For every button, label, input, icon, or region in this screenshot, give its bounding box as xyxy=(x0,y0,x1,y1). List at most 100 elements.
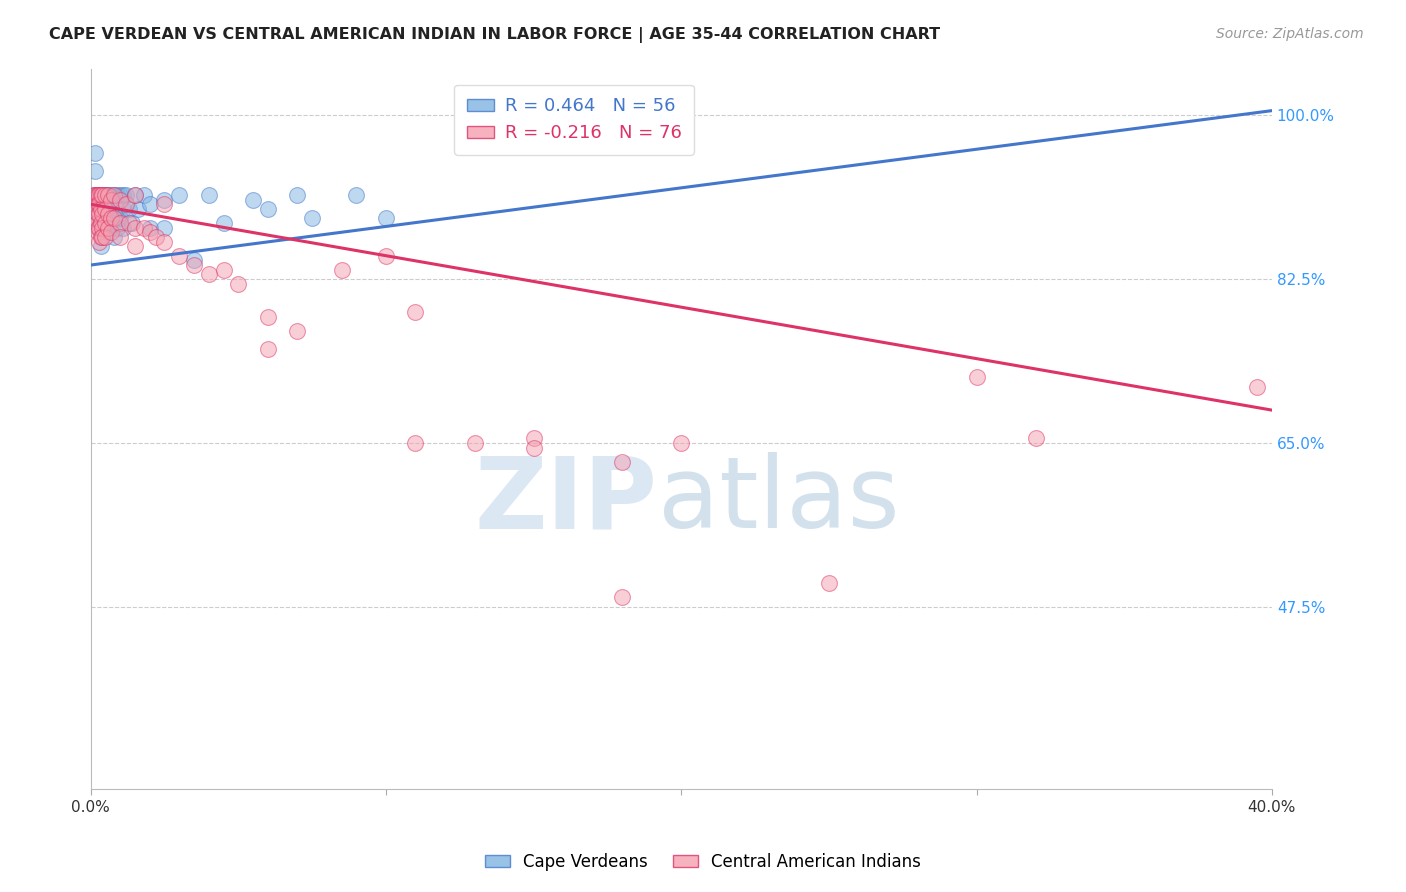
Point xyxy=(100,202,122,216)
Point xyxy=(124,187,146,202)
Point xyxy=(100,225,122,239)
Point xyxy=(84,164,107,178)
Text: Source: ZipAtlas.com: Source: ZipAtlas.com xyxy=(1216,27,1364,41)
Point xyxy=(97,225,120,239)
Point xyxy=(100,187,122,202)
Point xyxy=(83,187,105,202)
Point xyxy=(112,220,135,235)
Point xyxy=(87,206,110,220)
Point xyxy=(91,230,114,244)
Point xyxy=(374,249,396,263)
Point xyxy=(91,187,114,202)
Point xyxy=(464,435,486,450)
Point xyxy=(344,187,367,202)
Point xyxy=(83,187,105,202)
Legend: R = 0.464   N = 56, R = -0.216   N = 76: R = 0.464 N = 56, R = -0.216 N = 76 xyxy=(454,85,695,155)
Point xyxy=(90,202,112,216)
Point xyxy=(97,187,120,202)
Point xyxy=(94,216,117,230)
Point xyxy=(89,187,111,202)
Point xyxy=(404,435,426,450)
Point xyxy=(112,187,135,202)
Point xyxy=(97,187,120,202)
Point xyxy=(285,187,308,202)
Point xyxy=(84,187,107,202)
Point xyxy=(118,216,141,230)
Point xyxy=(145,230,167,244)
Point xyxy=(91,220,114,235)
Point xyxy=(91,206,114,220)
Point xyxy=(87,187,110,202)
Point xyxy=(138,197,160,211)
Point xyxy=(138,220,160,235)
Point xyxy=(115,197,138,211)
Point xyxy=(374,211,396,226)
Point xyxy=(86,193,108,207)
Point xyxy=(87,220,110,235)
Point xyxy=(103,211,125,226)
Point xyxy=(197,268,219,282)
Point xyxy=(100,216,122,230)
Legend: Cape Verdeans, Central American Indians: Cape Verdeans, Central American Indians xyxy=(477,845,929,880)
Point xyxy=(301,211,323,226)
Point xyxy=(86,202,108,216)
Point xyxy=(523,431,546,445)
Point xyxy=(83,206,105,220)
Point xyxy=(124,187,146,202)
Point xyxy=(1246,380,1268,394)
Point xyxy=(115,187,138,202)
Point xyxy=(167,187,190,202)
Point xyxy=(124,239,146,253)
Point xyxy=(132,220,155,235)
Point xyxy=(112,202,135,216)
Point xyxy=(89,220,111,235)
Point xyxy=(105,202,128,216)
Point xyxy=(256,310,278,324)
Text: atlas: atlas xyxy=(658,452,900,549)
Point xyxy=(124,220,146,235)
Point xyxy=(84,211,107,226)
Point xyxy=(103,206,125,220)
Point xyxy=(86,187,108,202)
Point xyxy=(93,187,115,202)
Point xyxy=(87,197,110,211)
Point xyxy=(153,193,176,207)
Point xyxy=(108,230,131,244)
Point xyxy=(242,193,264,207)
Point xyxy=(108,193,131,207)
Point xyxy=(90,239,112,253)
Point xyxy=(612,591,634,605)
Point xyxy=(127,202,149,216)
Point xyxy=(256,202,278,216)
Point xyxy=(966,370,988,384)
Point xyxy=(83,193,105,207)
Point xyxy=(94,230,117,244)
Point xyxy=(103,187,125,202)
Point xyxy=(153,197,176,211)
Point xyxy=(138,225,160,239)
Point xyxy=(89,206,111,220)
Point xyxy=(86,216,108,230)
Point xyxy=(285,324,308,338)
Point xyxy=(90,230,112,244)
Point xyxy=(94,202,117,216)
Point xyxy=(108,216,131,230)
Point xyxy=(97,220,120,235)
Point xyxy=(94,187,117,202)
Point xyxy=(90,187,112,202)
Point xyxy=(94,187,117,202)
Point xyxy=(87,225,110,239)
Point xyxy=(89,235,111,249)
Point xyxy=(103,230,125,244)
Point xyxy=(94,202,117,216)
Point xyxy=(256,343,278,357)
Point xyxy=(108,211,131,226)
Point xyxy=(183,253,205,268)
Text: CAPE VERDEAN VS CENTRAL AMERICAN INDIAN IN LABOR FORCE | AGE 35-44 CORRELATION C: CAPE VERDEAN VS CENTRAL AMERICAN INDIAN … xyxy=(49,27,941,43)
Point xyxy=(89,197,111,211)
Point xyxy=(330,262,353,277)
Point xyxy=(103,187,125,202)
Point xyxy=(153,220,176,235)
Point xyxy=(105,220,128,235)
Point xyxy=(212,262,235,277)
